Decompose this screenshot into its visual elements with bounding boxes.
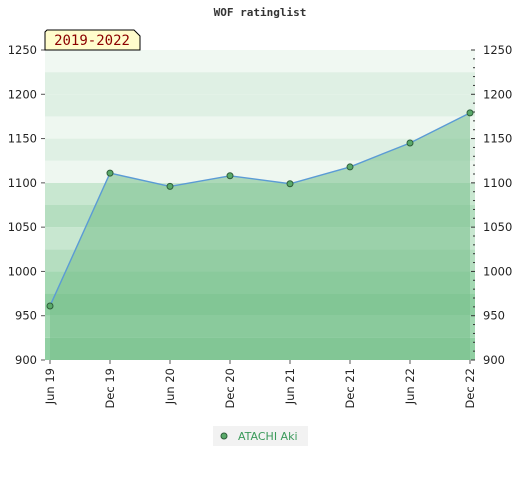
series-area	[50, 112, 470, 360]
band-1150	[45, 116, 475, 139]
x-tick-label-0: Jun 19	[43, 368, 57, 405]
y-tick-label-right-1050: 1050	[483, 220, 512, 234]
y-tick-label-right-900: 900	[483, 353, 505, 367]
band-1175	[45, 94, 475, 117]
axes: 900 900 950 950 1000 1000 1050 1050 1100 1100 1150…	[8, 43, 513, 409]
area-layer	[49, 112, 471, 360]
y-tick-label-right-1000: 1000	[483, 264, 512, 278]
data-point-7	[466, 109, 474, 117]
x-tick-label-3: Dec 20	[223, 368, 237, 409]
y-tick-label-right-950: 950	[483, 309, 505, 323]
legend-background	[213, 426, 308, 446]
y-tick-label-left-1200: 1200	[8, 87, 37, 101]
y-tick-label-right-1200: 1200	[483, 87, 512, 101]
x-tick-label-7: Dec 22	[463, 368, 477, 409]
y-tick-label-right-1100: 1100	[483, 176, 512, 190]
band-1200	[45, 72, 475, 95]
chart-title: WOF ratinglist	[213, 6, 307, 19]
y-tick-label-right-1250: 1250	[483, 43, 512, 57]
band-1125	[45, 138, 475, 161]
y-tick-label-right-1150: 1150	[483, 132, 512, 146]
legend-series-label: ATACHI Aki	[238, 430, 298, 443]
y-tick-label-left-1050: 1050	[8, 220, 37, 234]
data-point-0	[46, 302, 54, 310]
y-tick-label-left-900: 900	[15, 353, 37, 367]
data-point-2	[166, 182, 174, 190]
legend: ATACHI Aki	[213, 426, 308, 446]
data-point-6	[406, 139, 414, 147]
data-point-3	[226, 172, 234, 180]
y-tick-label-left-950: 950	[15, 309, 37, 323]
x-tick-label-5: Dec 21	[343, 368, 357, 409]
y-tick-label-left-1250: 1250	[8, 43, 37, 57]
x-tick-label-2: Jun 20	[163, 368, 177, 405]
period-box	[44, 29, 141, 51]
data-point-1	[106, 169, 114, 177]
legend-marker	[220, 432, 228, 440]
period-label: 2019-2022	[54, 33, 130, 49]
x-tick-label-1: Dec 19	[103, 368, 117, 409]
period-label-box: 2019-2022	[44, 29, 141, 51]
y-tick-label-left-1100: 1100	[8, 176, 37, 190]
markers	[46, 109, 474, 310]
y-tick-label-left-1000: 1000	[8, 264, 37, 278]
x-tick-label-4: Jun 21	[283, 368, 297, 405]
band-1225	[45, 50, 475, 73]
y-tick-label-left-1150: 1150	[8, 132, 37, 146]
series-line	[49, 112, 471, 307]
data-point-4	[286, 180, 294, 188]
x-tick-label-6: Jun 22	[403, 368, 417, 405]
data-point-5	[346, 163, 354, 171]
